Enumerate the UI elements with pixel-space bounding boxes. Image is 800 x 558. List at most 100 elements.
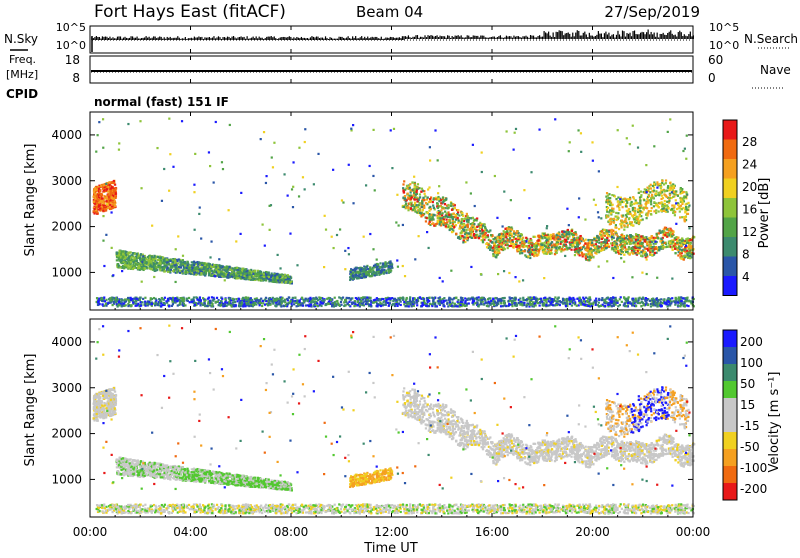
nsky-point xyxy=(501,37,502,39)
power-point xyxy=(156,262,158,264)
power-point xyxy=(627,302,629,304)
power-point xyxy=(115,297,117,299)
power-point xyxy=(396,305,398,307)
nsky-point xyxy=(548,32,549,39)
nsky-point xyxy=(522,36,523,39)
power-point xyxy=(133,261,135,263)
power-point xyxy=(573,302,575,304)
power-point xyxy=(226,265,228,267)
power-point xyxy=(182,263,184,265)
power-point xyxy=(188,270,190,272)
power-point xyxy=(349,276,351,278)
nsky-point xyxy=(500,35,501,39)
power-point xyxy=(473,300,475,302)
power-point xyxy=(216,297,218,299)
power-point xyxy=(116,251,118,253)
power-point xyxy=(195,274,197,276)
power-point xyxy=(611,298,613,300)
nsky-point xyxy=(189,38,190,40)
power-point xyxy=(264,298,266,300)
power-point xyxy=(446,303,448,305)
power-point xyxy=(402,296,404,298)
nsky-point xyxy=(571,37,572,39)
power-point xyxy=(389,302,391,304)
power-point xyxy=(334,297,336,299)
nsky-point xyxy=(408,35,409,39)
power-point xyxy=(273,299,275,301)
power-point xyxy=(254,273,256,275)
power-point xyxy=(364,296,366,298)
power-point xyxy=(529,304,531,306)
power-point xyxy=(248,272,250,274)
nsky-point xyxy=(168,38,169,40)
nsky-point xyxy=(429,36,430,39)
nsky-point xyxy=(547,33,548,39)
power-point xyxy=(647,304,649,306)
power-point xyxy=(364,268,366,270)
power-point xyxy=(416,304,418,306)
power-point xyxy=(376,269,378,271)
nsky-point xyxy=(569,34,570,39)
station-title: Fort Hays East (fitACF) xyxy=(94,2,286,22)
power-point xyxy=(137,303,139,305)
power-point xyxy=(427,299,429,301)
power-point xyxy=(191,267,193,269)
nsky-point xyxy=(174,38,175,40)
power-point xyxy=(601,299,603,301)
nsky-point xyxy=(204,37,205,40)
power-point xyxy=(350,273,352,275)
power-point xyxy=(527,296,529,298)
power-point xyxy=(254,270,256,272)
power-point xyxy=(144,302,146,304)
nsky-point xyxy=(655,37,656,39)
power-point xyxy=(140,253,142,255)
power-point xyxy=(153,268,155,270)
power-point xyxy=(206,264,208,266)
nsky-point xyxy=(307,38,308,40)
nsky-point xyxy=(518,36,519,39)
power-point xyxy=(269,279,271,281)
power-point xyxy=(454,303,456,305)
power-point xyxy=(276,273,278,275)
power-point xyxy=(260,277,262,279)
nsky-point xyxy=(525,36,526,39)
nsky-point xyxy=(688,34,689,39)
nsky-point xyxy=(568,32,569,39)
power-point xyxy=(249,298,251,300)
nsky-point xyxy=(256,36,257,40)
nsky-point xyxy=(628,34,629,39)
nsky-point xyxy=(530,35,531,39)
nsky-point xyxy=(658,37,659,39)
power-point xyxy=(131,259,133,261)
power-point xyxy=(376,266,378,268)
power-point xyxy=(470,297,472,299)
power-point xyxy=(222,304,224,306)
power-point xyxy=(635,298,637,300)
nsky-point xyxy=(435,36,436,39)
nsky-point xyxy=(614,37,615,39)
power-point xyxy=(236,267,238,269)
power-point xyxy=(301,297,303,299)
power-point xyxy=(172,300,174,302)
power-point xyxy=(122,253,124,255)
nsky-point xyxy=(620,36,621,39)
nsky-point xyxy=(218,36,219,40)
nsky-point xyxy=(222,37,223,40)
power-point xyxy=(235,304,237,306)
nsky-point xyxy=(450,38,451,39)
nsky-point xyxy=(663,33,664,39)
nsky-point xyxy=(483,36,484,39)
power-point xyxy=(432,300,434,302)
power-point xyxy=(278,301,280,303)
power-point xyxy=(357,304,359,306)
power-point xyxy=(294,297,296,299)
power-point xyxy=(598,298,600,300)
power-point xyxy=(640,305,642,307)
nsky-point xyxy=(519,37,520,39)
power-point xyxy=(110,188,112,190)
power-point xyxy=(104,208,106,210)
nsky-point xyxy=(414,37,415,39)
power-point xyxy=(140,301,142,303)
power-point xyxy=(163,259,165,261)
power-point xyxy=(139,299,141,301)
